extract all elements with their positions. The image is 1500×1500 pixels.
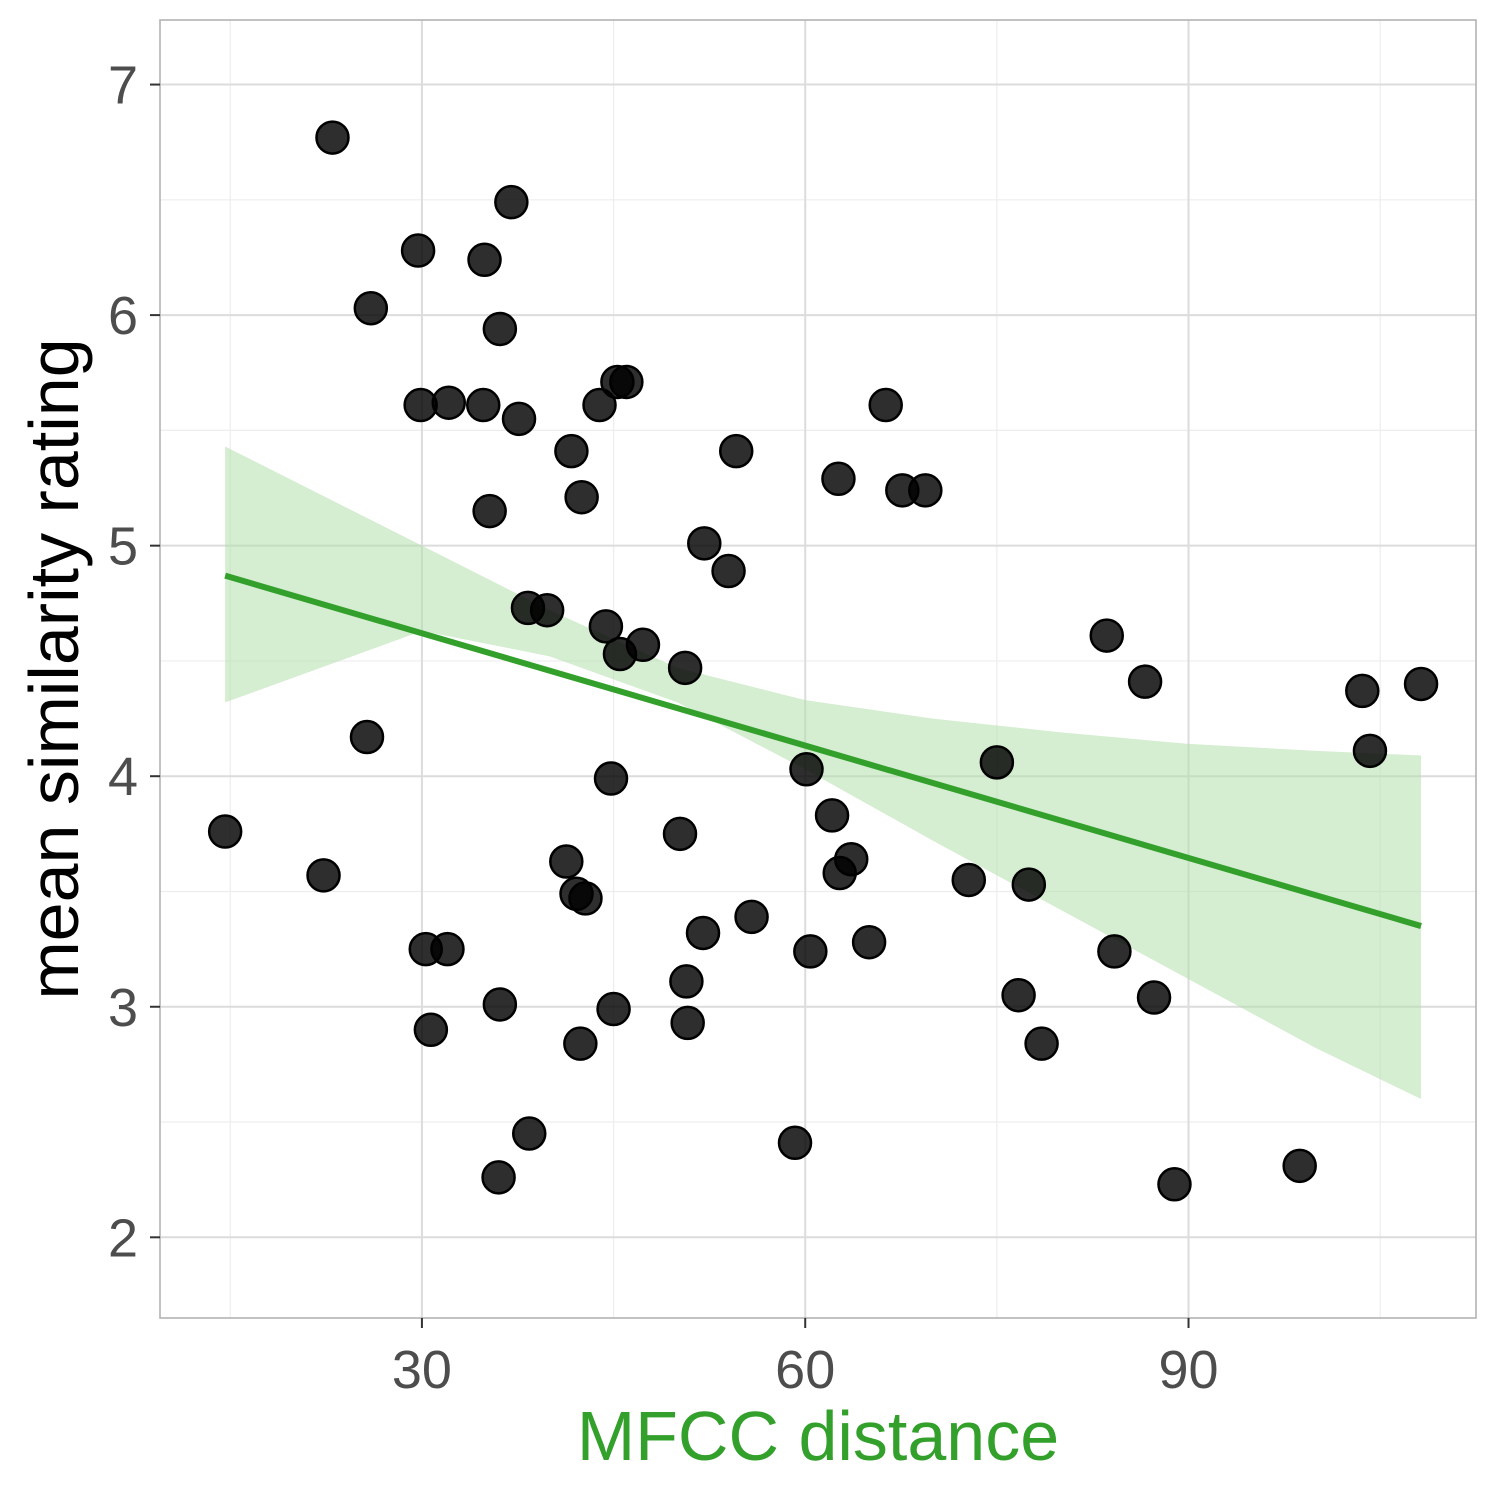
data-point xyxy=(718,433,754,469)
panel-border xyxy=(159,19,1477,1319)
data-point xyxy=(670,1005,705,1041)
data-point xyxy=(563,1026,598,1061)
data-point xyxy=(413,1012,449,1048)
data-point xyxy=(1011,867,1047,902)
y-tick-label: 3 xyxy=(108,978,138,1038)
data-point xyxy=(908,473,943,508)
data-point xyxy=(554,433,589,469)
data-point xyxy=(588,609,624,644)
data-point xyxy=(582,387,617,423)
data-point xyxy=(596,991,631,1027)
data-point xyxy=(814,798,850,833)
data-point xyxy=(472,493,507,529)
data-point xyxy=(1136,980,1172,1015)
data-point xyxy=(494,184,529,220)
data-point xyxy=(1403,666,1439,702)
data-point xyxy=(315,120,350,155)
data-point xyxy=(593,761,629,796)
data-point xyxy=(669,964,704,999)
data-point xyxy=(549,844,584,879)
x-axis-ticks: 30 60 90 xyxy=(392,1318,1219,1400)
data-point xyxy=(1157,1167,1192,1202)
data-point xyxy=(564,479,599,515)
x-tick-label: 90 xyxy=(1158,1340,1218,1400)
data-point xyxy=(400,233,436,268)
trend-line xyxy=(224,572,1422,929)
data-point xyxy=(851,924,887,960)
data-point xyxy=(353,290,389,326)
data-point xyxy=(1024,1026,1059,1061)
data-point xyxy=(481,1160,516,1195)
data-point xyxy=(711,553,746,589)
y-tick-label: 5 xyxy=(108,517,138,577)
data-point xyxy=(734,899,769,935)
data-point xyxy=(207,814,243,849)
data-point xyxy=(685,915,721,951)
data-point xyxy=(625,627,661,663)
data-point xyxy=(1282,1148,1317,1184)
data-point xyxy=(511,1116,547,1151)
data-point xyxy=(777,1125,813,1161)
y-axis-title: mean similarity rating xyxy=(15,338,93,999)
data-point xyxy=(951,862,987,898)
data-points xyxy=(207,120,1439,1202)
y-axis-ticks: 2 3 4 5 6 7 xyxy=(108,56,160,1268)
data-point xyxy=(833,841,869,877)
data-point xyxy=(1127,664,1163,699)
data-point xyxy=(793,934,828,969)
data-point xyxy=(349,719,385,755)
data-point xyxy=(1097,934,1132,969)
data-point xyxy=(466,387,501,423)
data-point xyxy=(687,526,722,561)
x-tick-label: 30 xyxy=(392,1340,452,1400)
y-tick-label: 7 xyxy=(108,56,138,116)
data-point xyxy=(529,592,565,628)
data-point xyxy=(501,401,537,437)
x-axis-title: MFCC distance xyxy=(577,1397,1059,1475)
data-point xyxy=(662,816,698,852)
y-tick-label: 6 xyxy=(108,286,138,346)
data-point xyxy=(1352,733,1388,769)
data-point xyxy=(467,242,502,278)
data-point xyxy=(821,461,856,497)
data-point xyxy=(482,987,518,1022)
data-point xyxy=(431,385,467,420)
data-point xyxy=(1001,977,1036,1013)
data-point xyxy=(306,858,341,893)
x-tick-label: 60 xyxy=(775,1340,835,1400)
data-point xyxy=(1089,618,1125,653)
data-point xyxy=(868,387,903,423)
y-tick-label: 4 xyxy=(108,747,138,807)
data-point xyxy=(979,745,1015,780)
data-point xyxy=(1345,673,1380,709)
y-tick-label: 2 xyxy=(108,1208,138,1268)
data-point xyxy=(667,650,703,686)
data-point xyxy=(430,931,465,967)
data-point xyxy=(609,364,644,400)
data-point xyxy=(568,881,603,916)
data-point xyxy=(789,752,824,787)
data-point xyxy=(482,311,518,347)
